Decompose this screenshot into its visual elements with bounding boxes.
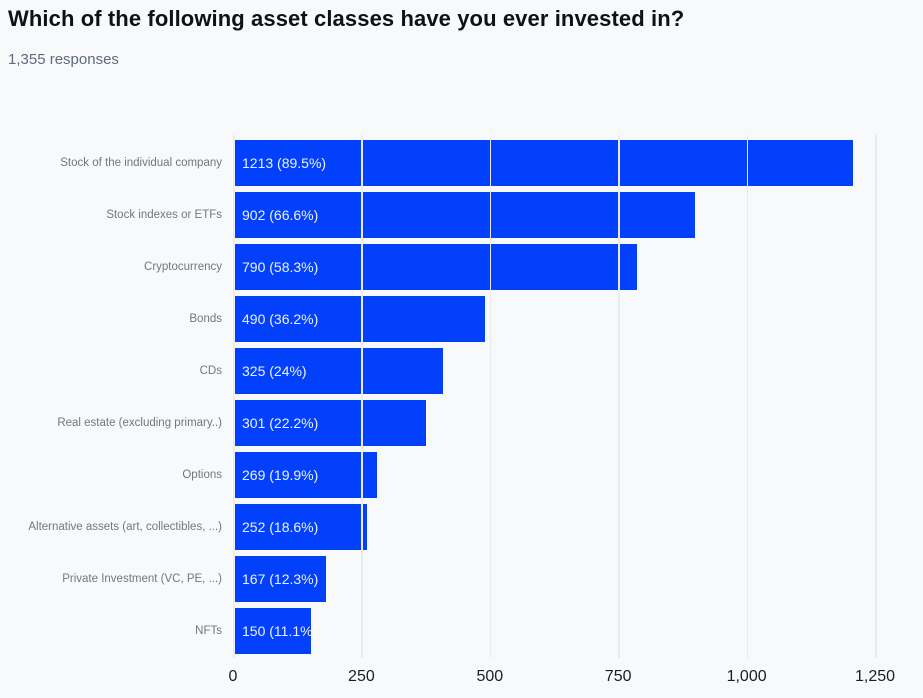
response-count: 1,355 responses <box>8 51 119 68</box>
x-axis-tick-label: 1,000 <box>726 668 767 685</box>
category-label: Stock of the individual company <box>60 157 222 169</box>
gridline <box>618 135 620 658</box>
category-label: Bonds <box>189 313 222 325</box>
category-label: Alternative assets (art, collectibles, .… <box>28 521 222 533</box>
bar-value-label: 902 (66.6%) <box>242 207 319 223</box>
bar-value-label: 269 (19.9%) <box>242 467 319 483</box>
bar-value-label: 325 (24%) <box>242 363 307 379</box>
bar: 167 (12.3%) <box>233 556 326 602</box>
gridline <box>489 135 492 658</box>
bar-chart: 0 250 500 750 1,000 1,250 Stock of the individ… <box>0 135 923 690</box>
bar-value-label: 167 (12.3%) <box>242 571 319 587</box>
category-label: Cryptocurrency <box>144 261 222 273</box>
bar: 269 (19.9%) <box>233 452 377 498</box>
gridline <box>233 135 235 658</box>
bar-value-label: 1213 (89.5%) <box>242 155 327 171</box>
category-label: Private Investment (VC, PE, ...) <box>62 573 222 585</box>
category-label: Real estate (excluding primary..) <box>57 417 222 429</box>
category-label: NFTs <box>195 625 222 637</box>
bar-value-label: 252 (18.6%) <box>242 519 319 535</box>
bar-value-label: 490 (36.2%) <box>242 311 319 327</box>
gridline <box>875 135 877 658</box>
x-axis-tick-label: 750 <box>604 668 632 685</box>
bar: 325 (24%) <box>233 348 443 394</box>
page-title: Which of the following asset classes hav… <box>8 6 685 31</box>
gridline <box>746 135 749 658</box>
x-axis-tick-label: 1,250 <box>854 668 896 685</box>
bar: 1213 (89.5%) <box>233 140 853 186</box>
bar-value-label: 301 (22.2%) <box>242 415 319 431</box>
category-label: Options <box>182 469 222 481</box>
bar: 790 (58.3%) <box>233 244 637 290</box>
bar-value-label: 790 (58.3%) <box>242 259 319 275</box>
bar: 252 (18.6%) <box>233 504 367 550</box>
x-axis-tick-label: 250 <box>348 668 375 685</box>
gridline <box>361 135 363 658</box>
category-label: Stock indexes or ETFs <box>106 209 222 221</box>
category-label: CDs <box>199 365 222 377</box>
bar: 490 (36.2%) <box>233 296 485 342</box>
bar: 150 (11.1%) <box>233 608 317 654</box>
bar: 301 (22.2%) <box>233 400 426 446</box>
bar-value-label: 150 (11.1%) <box>242 623 318 639</box>
x-axis-tick-label: 500 <box>476 668 504 685</box>
x-axis-tick-label: 0 <box>228 668 238 685</box>
bar: 902 (66.6%) <box>233 192 695 238</box>
